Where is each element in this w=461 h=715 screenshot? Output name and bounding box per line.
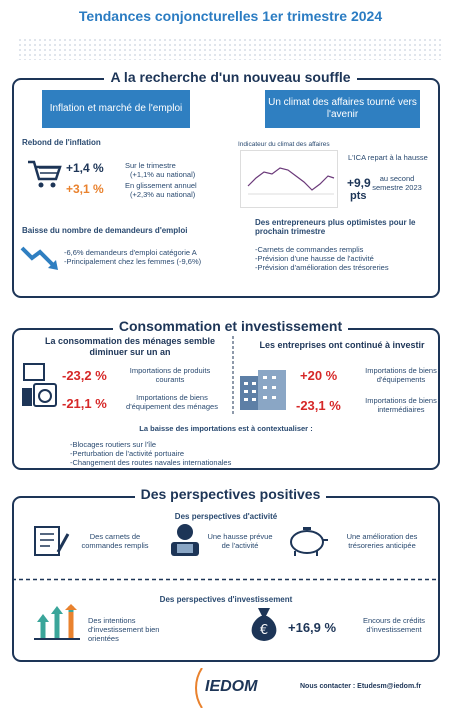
list-item: -Blocages routiers sur l'île bbox=[70, 440, 157, 449]
stat-value: -23,1 % bbox=[296, 398, 341, 413]
text-line: -Principalement chez les femmes (-9,6%) bbox=[64, 257, 202, 266]
stat-value: -23,2 % bbox=[62, 368, 107, 383]
stat-label: Importations de biens d'équipement des m… bbox=[126, 393, 218, 411]
dotted-band bbox=[18, 38, 443, 60]
text: Une amélioration des trésoreries anticip… bbox=[346, 532, 418, 550]
text: Une hausse prévue de l'activité bbox=[207, 532, 273, 550]
stat-value: +16,9 % bbox=[288, 620, 337, 635]
stat-label: Sur le trimestre bbox=[125, 161, 176, 170]
text: Des intentions d'investissement bien ori… bbox=[88, 616, 160, 643]
section-heading: A la recherche d'un nouveau souffle bbox=[104, 69, 357, 85]
list-item: -Prévision d'une hausse de l'activité bbox=[255, 254, 374, 263]
stat-value: +20 % bbox=[300, 368, 338, 383]
logo-mark bbox=[195, 668, 203, 708]
subtitle: Des perspectives d'activité bbox=[174, 512, 278, 521]
stat-label: Encours de crédits d'investissement bbox=[362, 616, 426, 634]
box-title: Un climat des affaires tourné vers l'ave… bbox=[265, 90, 420, 128]
chart-thumbnail bbox=[240, 150, 338, 208]
subtitle: Des perspectives d'investissement bbox=[159, 595, 293, 604]
title: Tendances conjoncturelles 1er trimestre … bbox=[78, 8, 383, 24]
cart-icon bbox=[28, 160, 62, 188]
text-line: -6,6% demandeurs d'emploi catégorie A bbox=[64, 248, 197, 257]
stat-value: +1,4 % bbox=[66, 161, 104, 175]
subtitle: La baisse des importations est à context… bbox=[139, 424, 313, 433]
subtitle: Rebond de l'inflation bbox=[22, 138, 101, 147]
stat-label: Importations de biens d'équipements bbox=[365, 366, 437, 384]
list-item: -Changement des routes navales internati… bbox=[70, 458, 232, 467]
growth-arrows-icon bbox=[34, 604, 80, 640]
down-arrow-icon bbox=[20, 246, 58, 270]
stat-unit: pts bbox=[350, 190, 367, 202]
stat-value: +9,9 bbox=[347, 176, 371, 190]
clipboard-icon bbox=[34, 526, 70, 556]
section-heading: Des perspectives positives bbox=[134, 486, 327, 502]
subtitle: Les entreprises ont continué à investir bbox=[259, 340, 425, 350]
piggy-bank-icon bbox=[290, 527, 328, 556]
divider bbox=[232, 336, 234, 416]
stat-note: (+1,1% au national) bbox=[130, 170, 196, 179]
stat-label: Importations de produits courants bbox=[129, 366, 211, 384]
contact: Nous contacter : Etudesm@iedom.fr bbox=[300, 683, 422, 690]
text: Des carnets de commandes remplis bbox=[81, 532, 149, 550]
logo: IEDOM bbox=[205, 678, 258, 695]
text: L'ICA repart à la hausse bbox=[348, 153, 428, 162]
svg-text:€: € bbox=[260, 623, 268, 638]
list-item: -Carnets de commandes remplis bbox=[255, 245, 364, 254]
list-item: -Perturbation de l'activité portuaire bbox=[70, 449, 184, 458]
section-heading: Consommation et investissement bbox=[112, 318, 349, 334]
stat-value: +3,1 % bbox=[66, 182, 104, 196]
money-bag-icon: € bbox=[251, 608, 277, 641]
stat-label: En glissement annuel bbox=[125, 181, 197, 190]
subtitle: Des entrepreneurs plus optimistes pour l… bbox=[255, 218, 416, 236]
stat-note: (+2,3% au national) bbox=[130, 190, 196, 199]
appliance-icon bbox=[22, 363, 57, 407]
subtitle: Baisse du nombre de demandeurs d'emploi bbox=[22, 226, 188, 235]
chart-title: Indicateur du climat des affaires bbox=[238, 141, 330, 148]
text: au second semestre 2023 bbox=[372, 174, 422, 192]
subtitle: La consommation des ménages semble dimin… bbox=[44, 336, 216, 357]
divider bbox=[12, 578, 440, 581]
list-item: -Prévision d'amélioration des trésorerie… bbox=[255, 263, 389, 272]
stat-label: Importations de biens intermédiaires bbox=[365, 396, 437, 414]
stat-value: -21,1 % bbox=[62, 396, 107, 411]
box-title: Inflation et marché de l'emploi bbox=[42, 90, 190, 128]
worker-icon bbox=[171, 524, 199, 556]
building-icon bbox=[240, 370, 286, 410]
